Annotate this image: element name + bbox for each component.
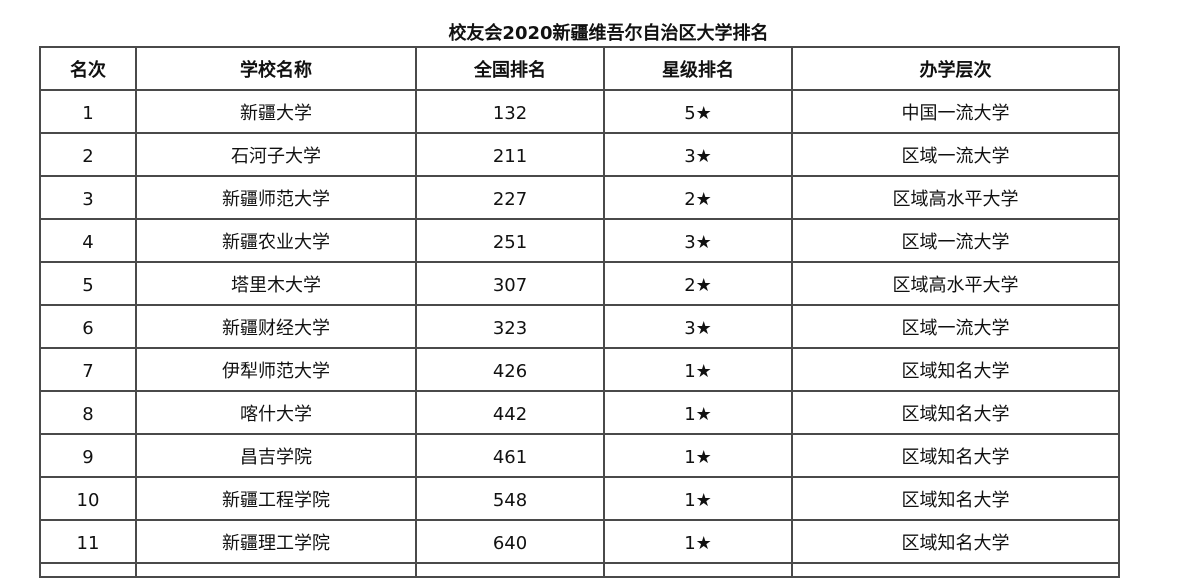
- school-name-cell: 新疆大学: [135, 89, 417, 134]
- national-rank-cell: 251: [415, 218, 605, 263]
- level-cell: 区域知名大学: [791, 347, 1120, 392]
- header-star-rank: 星级排名: [603, 46, 793, 91]
- table-row: 9 昌吉学院 461 1★ 区域知名大学: [39, 433, 1120, 478]
- level-cell: 区域一流大学: [791, 132, 1120, 177]
- rank-cell: 6: [39, 304, 137, 349]
- star-rank-cell: 3★: [603, 132, 793, 177]
- national-rank-cell: 227: [415, 175, 605, 220]
- table-row: 10 新疆工程学院 548 1★ 区域知名大学: [39, 476, 1120, 521]
- table-row: 5 塔里木大学 307 2★ 区域高水平大学: [39, 261, 1120, 306]
- school-name-cell: 新疆理工学院: [135, 519, 417, 564]
- empty-cell: [135, 562, 417, 578]
- school-name-cell: 新疆工程学院: [135, 476, 417, 521]
- empty-cell: [415, 562, 605, 578]
- rank-cell: 5: [39, 261, 137, 306]
- rank-cell: 9: [39, 433, 137, 478]
- school-name-cell: 新疆师范大学: [135, 175, 417, 220]
- school-name-cell: 昌吉学院: [135, 433, 417, 478]
- star-rank-cell: 1★: [603, 347, 793, 392]
- table-row: 1 新疆大学 132 5★ 中国一流大学: [39, 89, 1120, 134]
- level-cell: 区域一流大学: [791, 218, 1120, 263]
- table-row: 8 喀什大学 442 1★ 区域知名大学: [39, 390, 1120, 435]
- table-row: 7 伊犁师范大学 426 1★ 区域知名大学: [39, 347, 1120, 392]
- national-rank-cell: 307: [415, 261, 605, 306]
- header-school-name: 学校名称: [135, 46, 417, 91]
- header-level: 办学层次: [791, 46, 1120, 91]
- empty-cell: [603, 562, 793, 578]
- empty-cell: [39, 562, 137, 578]
- table-row: 2 石河子大学 211 3★ 区域一流大学: [39, 132, 1120, 177]
- school-name-cell: 新疆财经大学: [135, 304, 417, 349]
- star-rank-cell: 3★: [603, 304, 793, 349]
- rank-cell: 1: [39, 89, 137, 134]
- level-cell: 区域知名大学: [791, 476, 1120, 521]
- table-row: 4 新疆农业大学 251 3★ 区域一流大学: [39, 218, 1120, 263]
- national-rank-cell: 461: [415, 433, 605, 478]
- national-rank-cell: 640: [415, 519, 605, 564]
- header-rank: 名次: [39, 46, 137, 91]
- rank-cell: 10: [39, 476, 137, 521]
- star-rank-cell: 2★: [603, 261, 793, 306]
- header-row: 名次 学校名称 全国排名 星级排名 办学层次: [39, 46, 1120, 91]
- national-rank-cell: 132: [415, 89, 605, 134]
- level-cell: 区域高水平大学: [791, 261, 1120, 306]
- star-rank-cell: 2★: [603, 175, 793, 220]
- school-name-cell: 石河子大学: [135, 132, 417, 177]
- school-name-cell: 喀什大学: [135, 390, 417, 435]
- national-rank-cell: 323: [415, 304, 605, 349]
- rank-cell: 3: [39, 175, 137, 220]
- table-title: 校友会2020新疆维吾尔自治区大学排名: [448, 23, 769, 44]
- level-cell: 中国一流大学: [791, 89, 1120, 134]
- star-rank-cell: 1★: [603, 519, 793, 564]
- rank-cell: 8: [39, 390, 137, 435]
- rank-cell: 7: [39, 347, 137, 392]
- table-row: 3 新疆师范大学 227 2★ 区域高水平大学: [39, 175, 1120, 220]
- rank-cell: 2: [39, 132, 137, 177]
- ranking-table: 名次 学校名称 全国排名 星级排名 办学层次 1 新疆大学 132 5★ 中国一流大学 2…: [39, 46, 1120, 578]
- level-cell: 区域知名大学: [791, 390, 1120, 435]
- star-rank-cell: 1★: [603, 433, 793, 478]
- table-row: 6 新疆财经大学 323 3★ 区域一流大学: [39, 304, 1120, 349]
- level-cell: 区域高水平大学: [791, 175, 1120, 220]
- rank-cell: 4: [39, 218, 137, 263]
- rank-cell: 11: [39, 519, 137, 564]
- school-name-cell: 塔里木大学: [135, 261, 417, 306]
- table-row-partial: [39, 562, 1120, 578]
- header-national-rank: 全国排名: [415, 46, 605, 91]
- star-rank-cell: 3★: [603, 218, 793, 263]
- national-rank-cell: 426: [415, 347, 605, 392]
- star-rank-cell: 5★: [603, 89, 793, 134]
- school-name-cell: 新疆农业大学: [135, 218, 417, 263]
- national-rank-cell: 442: [415, 390, 605, 435]
- level-cell: 区域一流大学: [791, 304, 1120, 349]
- star-rank-cell: 1★: [603, 390, 793, 435]
- table-row: 11 新疆理工学院 640 1★ 区域知名大学: [39, 519, 1120, 564]
- level-cell: 区域知名大学: [791, 519, 1120, 564]
- school-name-cell: 伊犁师范大学: [135, 347, 417, 392]
- empty-cell: [791, 562, 1120, 578]
- national-rank-cell: 548: [415, 476, 605, 521]
- level-cell: 区域知名大学: [791, 433, 1120, 478]
- national-rank-cell: 211: [415, 132, 605, 177]
- star-rank-cell: 1★: [603, 476, 793, 521]
